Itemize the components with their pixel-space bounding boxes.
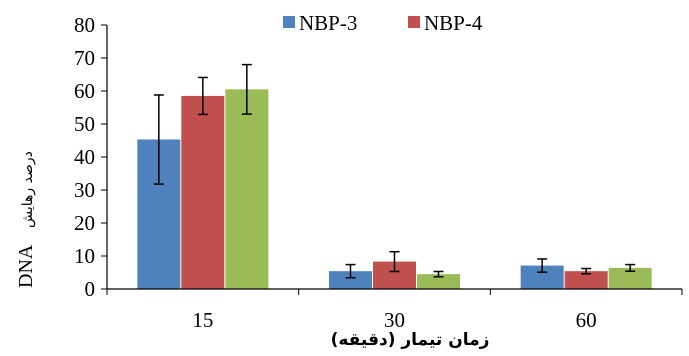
legend-label: NBP-4 [424,11,483,35]
legend-swatch [283,16,295,28]
y-tick-label: 30 [74,178,95,202]
error-bars [153,63,636,279]
bar [564,271,608,289]
x-tick-label: 15 [192,308,213,332]
bar [225,89,269,289]
legend: NBP-3 NBP-4 [283,11,483,35]
y-tick-label: 20 [74,211,95,235]
x-tick-label: 30 [384,308,405,332]
bar [329,271,372,289]
y-tick-label: 0 [85,277,96,301]
legend-label: NBP-3 [299,11,357,35]
x-axis-label: زمان تیمار (دقیقه) [331,330,490,350]
y-axis-label-latin: DNA [15,244,37,288]
bar [417,274,460,289]
x-tick-label: 60 [576,308,597,332]
legend-swatch [408,16,420,28]
y-axis-ticks: 0 10 20 30 40 50 60 70 80 [74,13,107,301]
bar [520,265,564,289]
y-tick-label: 10 [74,244,95,268]
y-tick-label: 50 [74,112,95,136]
bar [181,95,225,289]
x-axis-ticks: 15 30 60 [106,289,683,332]
bar [608,267,652,289]
y-tick-label: 70 [74,46,95,70]
y-tick-label: 80 [74,13,95,37]
y-tick-label: 60 [74,79,95,103]
y-axis-label-persian: درصد رهایش [20,151,36,228]
y-tick-label: 40 [74,145,95,169]
axes [106,25,682,290]
